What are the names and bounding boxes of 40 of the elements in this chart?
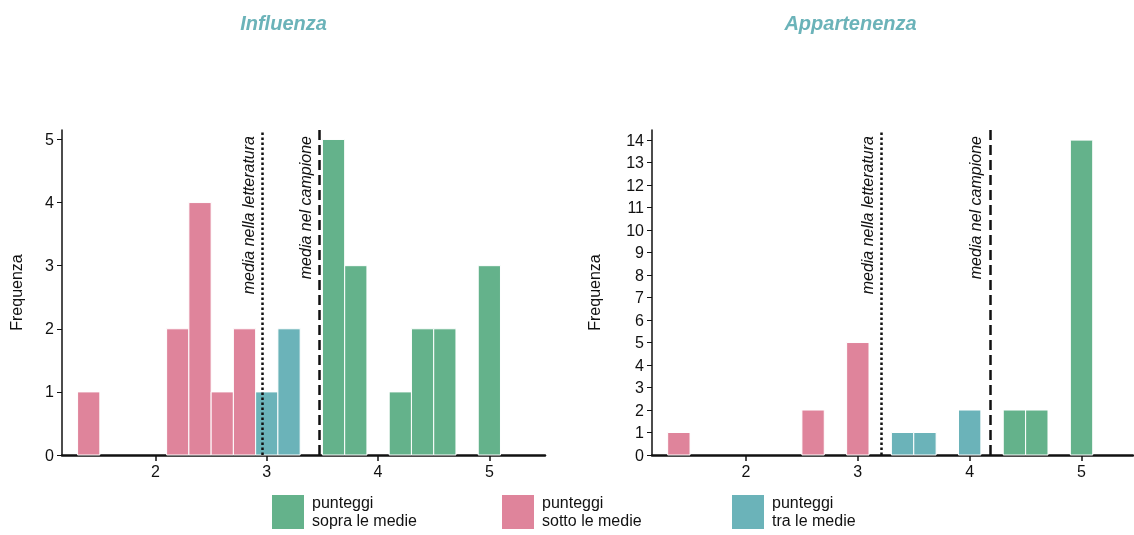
x-tick-label: 5 (484, 462, 494, 480)
y-tick-label: 12 (626, 176, 645, 194)
y-tick-label: 2 (635, 401, 645, 419)
legend-label: punteggi tra le medie (772, 494, 856, 530)
y-tick-label: 0 (635, 446, 645, 464)
legend-label: punteggi sopra le medie (312, 494, 417, 530)
y-tick-label: 3 (635, 379, 645, 397)
y-tick-label: 5 (635, 334, 645, 352)
ref-line-label: media nel campione (296, 135, 314, 280)
y-axis-title: Frequenza (585, 254, 603, 331)
y-tick-label: 9 (635, 244, 645, 262)
y-tick-label: 4 (635, 356, 645, 374)
chart-title: Influenza (240, 12, 327, 34)
y-tick-label: 6 (635, 311, 645, 329)
x-tick-label: 5 (1077, 462, 1087, 480)
y-tick-label: 1 (635, 424, 645, 442)
ref-line-label: media nel campione (967, 135, 985, 280)
y-tick-label: 1 (45, 383, 55, 401)
y-axis-title: Frequenza (7, 254, 25, 331)
y-tick-label: 10 (626, 221, 645, 239)
y-tick-label: 8 (635, 266, 645, 284)
y-tick-label: 11 (627, 199, 645, 217)
x-tick-label: 4 (373, 462, 383, 480)
x-tick-label: 2 (741, 462, 751, 480)
ref-line-label: media nella letteratura (239, 135, 257, 295)
x-tick-label: 3 (262, 462, 272, 480)
x-tick-label: 3 (853, 462, 863, 480)
y-tick-label: 4 (45, 194, 55, 212)
y-tick-label: 3 (45, 257, 55, 275)
chart-title: Appartenenza (783, 12, 917, 34)
y-tick-label: 5 (45, 130, 55, 148)
y-tick-label: 0 (45, 446, 55, 464)
y-tick-label: 13 (626, 154, 645, 172)
x-tick-label: 2 (151, 462, 161, 480)
ref-line-label: media nella letteratura (858, 135, 876, 295)
x-tick-label: 4 (965, 462, 975, 480)
y-tick-label: 14 (626, 131, 645, 149)
y-tick-label: 7 (635, 289, 645, 307)
legend-label: punteggi sotto le medie (542, 494, 642, 530)
y-tick-label: 2 (45, 320, 55, 338)
